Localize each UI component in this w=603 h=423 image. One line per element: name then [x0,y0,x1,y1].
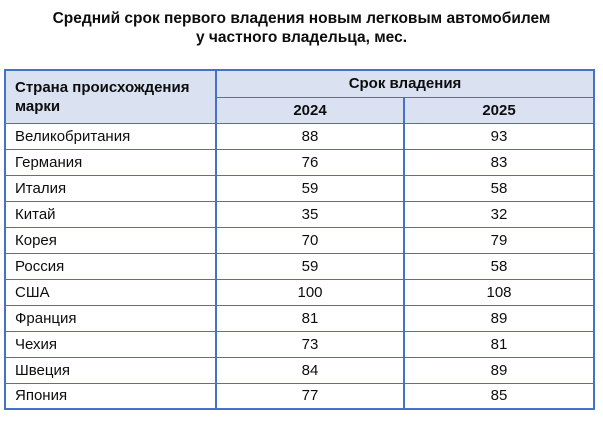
header-year-2024: 2024 [215,96,405,124]
country-cell: Швеция [4,356,217,384]
country-cell: США [4,278,217,306]
value-2025-cell: 83 [403,148,595,176]
value-2024-cell: 59 [215,174,405,202]
value-2024-cell: 77 [215,382,405,410]
table-row: Китай 35 32 [4,200,595,228]
chart-title: Средний срок первого владения новым легк… [0,0,603,47]
country-cell: Великобритания [4,122,217,150]
chart-title-line-1: Средний срок первого владения новым легк… [52,10,551,27]
header-year-2025: 2025 [403,96,595,124]
value-2024-cell: 81 [215,304,405,332]
value-2025-cell: 58 [403,252,595,280]
value-2024-cell: 100 [215,278,405,306]
table-row: Германия 76 83 [4,148,595,176]
table-row: Россия 59 58 [4,252,595,280]
value-2024-cell: 76 [215,148,405,176]
table-row: Швеция 84 89 [4,356,595,384]
value-2024-cell: 70 [215,226,405,254]
value-2025-cell: 85 [403,382,595,410]
table-body: Великобритания 88 93 Германия 76 83 Итал… [4,122,595,410]
table-row: Япония 77 85 [4,382,595,410]
value-2025-cell: 79 [403,226,595,254]
country-cell: Франция [4,304,217,332]
value-2024-cell: 59 [215,252,405,280]
country-cell: Китай [4,200,217,228]
value-2025-cell: 89 [403,304,595,332]
ownership-period-table: Страна происхождения марки Срок владения… [4,69,595,410]
value-2024-cell: 84 [215,356,405,384]
value-2024-cell: 35 [215,200,405,228]
table-row: Чехия 73 81 [4,330,595,358]
table-row: США 100 108 [4,278,595,306]
value-2025-cell: 58 [403,174,595,202]
table-row: Франция 81 89 [4,304,595,332]
table-header-row-group: Страна происхождения марки Срок владения [4,69,595,124]
country-cell: Чехия [4,330,217,358]
table-row: Корея 70 79 [4,226,595,254]
country-cell: Япония [4,382,217,410]
value-2025-cell: 81 [403,330,595,358]
header-country-of-origin: Страна происхождения марки [4,69,217,124]
value-2025-cell: 108 [403,278,595,306]
table-header-row-years: 2024 2025 [5,96,595,124]
table-row: Италия 59 58 [4,174,595,202]
country-cell: Корея [4,226,217,254]
country-cell: Италия [4,174,217,202]
value-2024-cell: 88 [215,122,405,150]
country-cell: Германия [4,148,217,176]
value-2025-cell: 32 [403,200,595,228]
country-cell: Россия [4,252,217,280]
table-header: Страна происхождения марки Срок владения… [4,69,595,124]
chart-title-line-2: у частного владельца, мес. [196,29,407,46]
table-row: Великобритания 88 93 [4,122,595,150]
value-2024-cell: 73 [215,330,405,358]
value-2025-cell: 89 [403,356,595,384]
header-ownership-period-group: Срок владения [215,69,595,98]
value-2025-cell: 93 [403,122,595,150]
